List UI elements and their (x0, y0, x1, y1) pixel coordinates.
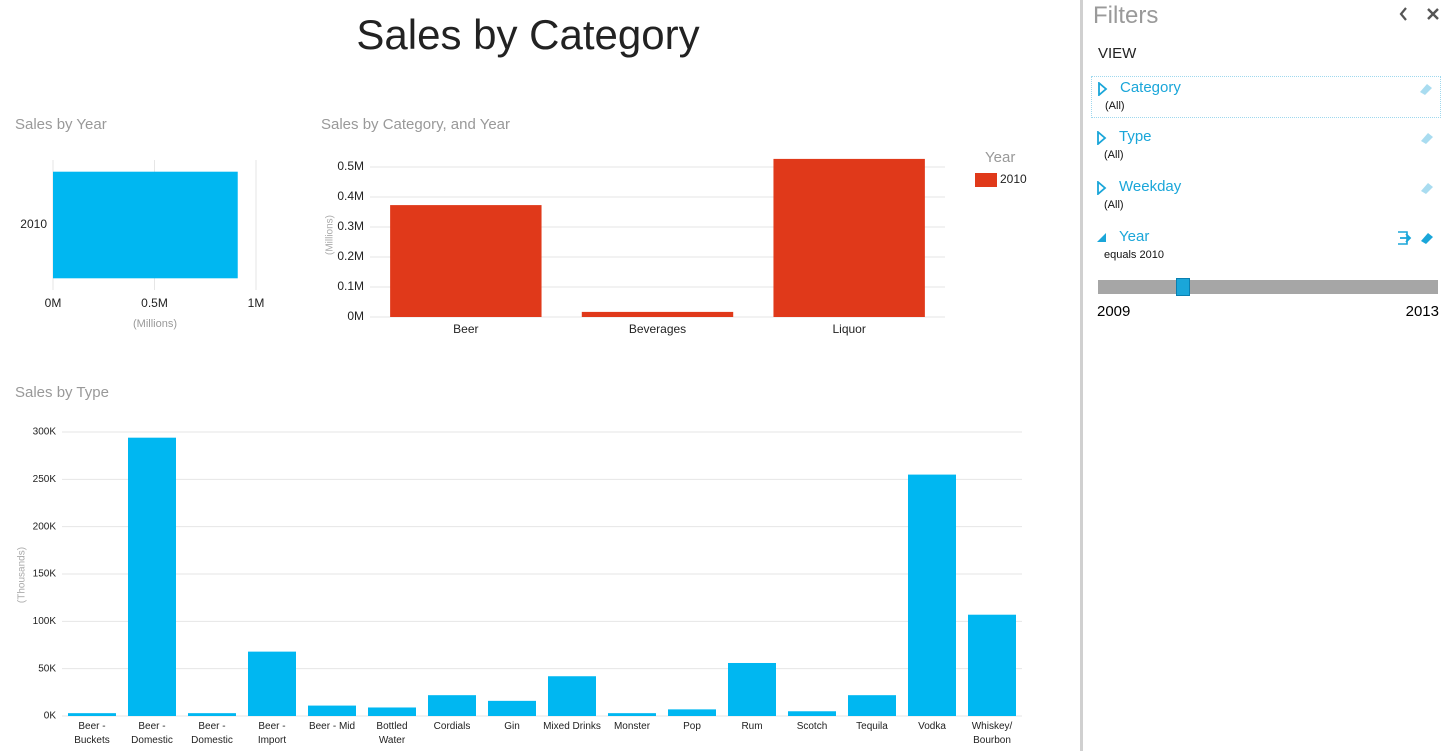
bar (128, 437, 176, 716)
y-tick-label: 250K (33, 474, 57, 485)
chart-title: Sales by Type (15, 384, 109, 401)
x-tick-label: Whiskey/ Bourbon (971, 721, 1013, 746)
filter-item[interactable]: Type (All) (1091, 126, 1441, 168)
x-tick-label: Scotch (796, 721, 828, 732)
report-canvas: Sales by Category Sales by Year 0M 0.5M 1M (… (15, 11, 1027, 722)
chart-title: Sales by Category, and Year (321, 116, 510, 133)
x-tick-label: Beer - Import (257, 721, 287, 746)
bar (848, 695, 896, 716)
y-tick-label: 0K (44, 711, 57, 722)
bar (248, 651, 296, 716)
expander[interactable] (1097, 82, 1109, 96)
bar (908, 474, 956, 716)
bar (968, 614, 1016, 716)
bar (608, 713, 656, 716)
x-tick-label: Beer - Mid (308, 721, 356, 732)
x-axis-label: (Millions) (133, 318, 177, 330)
filter-name: Year (1119, 228, 1150, 245)
y-tick-label: 0.5M (337, 159, 364, 173)
clear-filter[interactable] (1397, 230, 1435, 246)
y-tick-label: 100K (33, 616, 57, 627)
filters-pane: Filters VIEW Category (All) Type (All) Weekd… (1080, 0, 1455, 751)
x-tick-label: 0M (45, 296, 62, 310)
x-tick-label: Pop (683, 721, 701, 732)
expander[interactable] (1096, 131, 1108, 145)
y-tick-label: 2010 (20, 217, 47, 231)
filter-name: Weekday (1119, 178, 1182, 195)
y-tick-label: 0.3M (337, 219, 364, 233)
x-tick-label: Gin (504, 721, 520, 732)
y-axis-label: (Thousands) (17, 547, 28, 603)
x-tick-label: Cordials (433, 721, 471, 732)
expander[interactable] (1096, 181, 1108, 195)
y-tick-label: 300K (33, 427, 57, 438)
bar (308, 705, 356, 716)
legend-swatch (975, 173, 997, 187)
bar (368, 707, 416, 716)
filter-item[interactable]: Weekday (All) (1091, 176, 1441, 218)
bar (488, 700, 536, 716)
y-tick-label: 0.4M (337, 189, 364, 203)
filter-name: Category (1120, 79, 1181, 96)
x-tick-label: Beverages (629, 322, 686, 336)
clear-filter[interactable] (1419, 180, 1435, 196)
filter-state: (All) (1104, 149, 1124, 161)
filter-state: equals 2010 (1104, 249, 1164, 261)
bar (773, 158, 925, 317)
filter-name: Type (1119, 128, 1152, 145)
legend-label: 2010 (1000, 172, 1027, 186)
x-tick-label: Monster (613, 721, 651, 732)
pane-controls[interactable] (1398, 6, 1443, 22)
y-tick-label: 200K (33, 521, 57, 532)
x-tick-label: Liquor (832, 322, 865, 336)
x-tick-label: Beer - Domestic (191, 721, 233, 746)
x-tick-label: 1M (248, 296, 265, 310)
bar (788, 711, 836, 716)
slider-max: 2013 (1405, 303, 1439, 320)
filter-item[interactable]: Category (All) (1091, 76, 1441, 118)
x-tick-label: Vodka (918, 721, 946, 732)
bar (188, 713, 236, 716)
y-tick-label: 0.2M (337, 249, 364, 263)
y-tick-label: 50K (38, 663, 56, 674)
bar (53, 171, 238, 279)
x-tick-label: Mixed Drinks (543, 721, 601, 732)
x-tick-label: Bottled Water (376, 721, 408, 746)
y-axis-label: (Millions) (325, 215, 336, 255)
bar (668, 709, 716, 716)
y-tick-label: 150K (33, 569, 57, 580)
chart-title: Sales by Year (15, 116, 107, 133)
x-tick-label: Rum (741, 721, 763, 732)
filter-state: (All) (1105, 100, 1125, 112)
filters-title: Filters (1093, 2, 1159, 29)
clear-filter[interactable] (1418, 81, 1434, 97)
clear-filter[interactable] (1419, 130, 1435, 146)
bar (68, 713, 116, 716)
slider-min: 2009 (1097, 303, 1131, 320)
view-label: VIEW (1098, 45, 1137, 62)
x-tick-label: Beer (453, 322, 478, 336)
x-tick-label: Tequila (856, 721, 888, 732)
bar (390, 205, 542, 317)
y-tick-label: 0.1M (337, 279, 364, 293)
slider-thumb[interactable] (1176, 278, 1190, 296)
x-tick-label: 0.5M (141, 296, 168, 310)
bar (428, 695, 476, 716)
bar (548, 676, 596, 716)
filter-item[interactable]: Year equals 2010 (1091, 226, 1441, 268)
slider-track[interactable] (1098, 280, 1438, 294)
expander[interactable] (1096, 231, 1108, 245)
legend-title: Year (985, 149, 1015, 166)
bar (581, 311, 734, 317)
page-title: Sales by Category (356, 11, 699, 58)
x-tick-label: Beer - Domestic (131, 721, 173, 746)
y-tick-label: 0M (347, 309, 364, 323)
filter-state: (All) (1104, 199, 1124, 211)
bar (728, 662, 776, 716)
x-tick-label: Beer - Buckets (74, 721, 110, 746)
